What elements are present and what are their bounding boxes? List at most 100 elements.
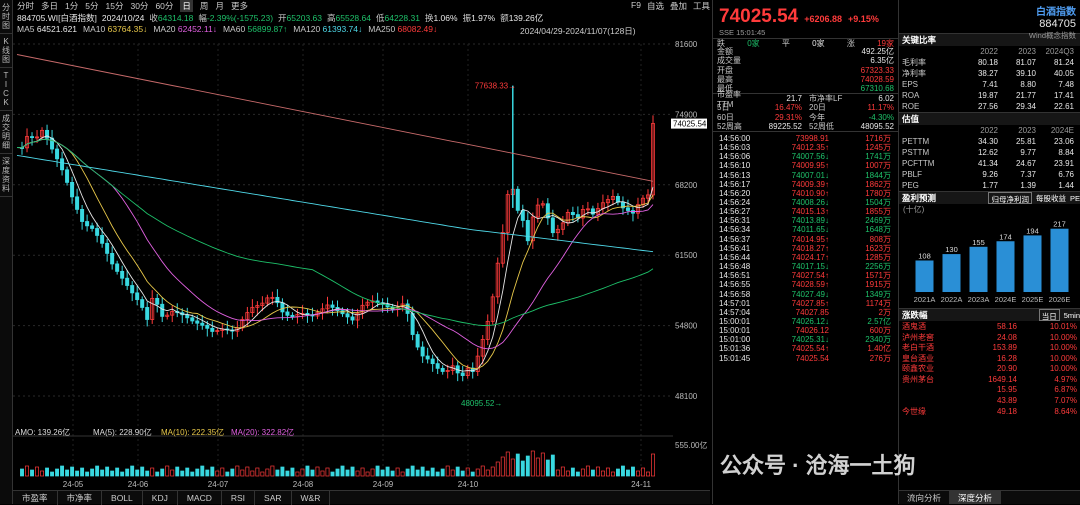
mover-row[interactable]: 老白干酒 153.89 10.00% xyxy=(902,343,1077,353)
mover-row[interactable]: 泸州老窖 24.08 10.00% xyxy=(902,332,1077,342)
profit-tab-2[interactable]: PE xyxy=(1069,194,1080,203)
mover-row[interactable]: 43.89 7.07% xyxy=(996,395,1077,405)
mover-row[interactable]: 颐鑫农业 20.90 10.00% xyxy=(902,364,1077,374)
volume-bar xyxy=(480,465,485,477)
candle-body xyxy=(35,136,40,139)
period-tab-4[interactable]: 15分 xyxy=(105,1,124,11)
quote-stat: 金额 492.25亿 xyxy=(717,47,894,57)
volume-bar xyxy=(430,467,435,477)
tick-row: 14:56:24 74008.26↓ 1504万 xyxy=(719,197,891,207)
quote-stat: 最高 74028.59 xyxy=(717,74,894,84)
volume-bar xyxy=(390,470,395,477)
foot-tab-1[interactable]: 深度分析 xyxy=(950,491,1002,504)
indicator-tab-6[interactable]: SAR xyxy=(255,490,292,505)
kline-chart[interactable]: 81600 74900 68200 61500 54800 48100 24-05 24-06… xyxy=(13,36,710,490)
date-range: 2024/04/29-2024/11/07(128日) xyxy=(520,26,636,36)
volume-bar xyxy=(555,469,560,477)
period-tab-3[interactable]: 5分 xyxy=(85,1,99,11)
profit-category-label: 2023A xyxy=(968,295,990,304)
price-change: +6206.88 xyxy=(804,14,843,24)
perf-row: 市盈率TTM 21.7 市净率LF 6.02 xyxy=(717,89,894,109)
candle-body xyxy=(145,307,150,320)
volume-bar xyxy=(575,471,580,477)
indicator-tab-2[interactable]: BOLL xyxy=(102,490,143,505)
volume-bar xyxy=(85,471,90,477)
ratio-row: ROE 27.56 29.34 22.61 xyxy=(902,102,1074,111)
period-tab-2[interactable]: 1分 xyxy=(65,1,79,11)
candle-body xyxy=(530,216,535,242)
volume-bar xyxy=(440,468,445,477)
mover-row[interactable]: 皇台酒业 16.28 10.00% xyxy=(902,353,1077,363)
mover-row[interactable]: 今世缘 49.18 8.64% xyxy=(902,406,1077,416)
mover-row[interactable]: 15.95 6.87% xyxy=(996,385,1077,395)
profit-category-label: 2021A xyxy=(914,295,936,304)
movers-tab-0[interactable]: 当日 xyxy=(1038,309,1060,321)
profit-bar xyxy=(969,246,988,292)
toolbar-action-3[interactable]: 工具 xyxy=(692,1,710,11)
period-tab-10[interactable]: 更多 xyxy=(230,1,248,11)
volume-bar xyxy=(545,459,550,477)
price-axis-label: 81600 xyxy=(675,40,698,49)
volume-bar xyxy=(75,470,80,477)
toolbar-action-1[interactable]: 自选 xyxy=(646,1,664,11)
exchange-time: SSE 15:01:45 xyxy=(719,28,766,37)
date-axis-label: 24-11 xyxy=(631,480,651,489)
tick-row: 14:56:27 74015.13↑ 1855万 xyxy=(719,207,891,217)
period-tab-9[interactable]: 月 xyxy=(215,1,224,11)
candle-body xyxy=(245,312,250,320)
candle-body xyxy=(205,324,210,329)
profit-tab-1[interactable]: 每股收益 xyxy=(1035,194,1066,203)
indicator-tab-7[interactable]: W&R xyxy=(292,490,331,505)
ratio-row: 净利率 38.27 39.10 40.05 xyxy=(902,69,1074,78)
volume-bar xyxy=(100,469,105,477)
period-tab-6[interactable]: 60分 xyxy=(155,1,174,11)
candle-body xyxy=(465,367,470,376)
period-tab-1[interactable]: 多日 xyxy=(41,1,59,11)
volume-bar xyxy=(255,467,260,477)
index-code: 884705.WI[白酒指数] xyxy=(17,12,97,23)
candle-body xyxy=(80,209,85,222)
volume-axis-label: 555.00亿 xyxy=(675,440,707,450)
left-tab-3[interactable]: 成交明细 xyxy=(0,111,12,154)
candle-body xyxy=(615,195,620,203)
candle-body xyxy=(160,303,165,317)
profit-value-label: 130 xyxy=(945,245,958,254)
indicator-tab-1[interactable]: 市净率 xyxy=(58,490,103,505)
candle-body xyxy=(410,313,415,335)
left-tab-0[interactable]: 分时图 xyxy=(0,0,12,34)
last-price-tag: 74025.54 xyxy=(673,120,707,129)
period-tab-8[interactable]: 周 xyxy=(199,1,209,11)
profit-tab-0[interactable]: 归母净利润 xyxy=(988,192,1032,204)
left-tab-4[interactable]: 深度资料 xyxy=(0,154,12,197)
index-name[interactable]: 白酒指数 xyxy=(1036,7,1076,18)
volume-bar xyxy=(330,471,335,477)
volume-bar xyxy=(45,467,49,477)
amo-ma10: MA(10): 222.35亿 xyxy=(161,427,224,437)
mover-row[interactable]: 酒鬼酒 58.16 10.01% xyxy=(902,322,1077,331)
mover-row[interactable]: 贵州茅台 1649.14 4.97% xyxy=(902,374,1077,384)
candle-body xyxy=(490,296,495,322)
profit-value-label: 155 xyxy=(972,238,985,247)
price-axis-label: 74900 xyxy=(675,110,698,119)
period-tab-7[interactable]: 日 xyxy=(180,0,193,12)
volume-bar xyxy=(30,469,34,477)
profit-forecast-chart: 108 2021A 130 2022A 155 2023A 174 2024E 194 2025E… xyxy=(914,220,1071,304)
foot-tab-0[interactable]: 流向分析 xyxy=(899,491,951,504)
candle-body xyxy=(25,136,30,149)
indicator-tab-0[interactable]: 市盈率 xyxy=(13,490,58,505)
indicator-tab-3[interactable]: KDJ xyxy=(143,490,178,505)
period-tab-5[interactable]: 30分 xyxy=(130,1,149,11)
indicator-tab-5[interactable]: RSI xyxy=(222,490,256,505)
period-tab-0[interactable]: 分时 xyxy=(17,1,35,11)
valuation-row: PSTTM 12.62 9.77 8.84 xyxy=(902,148,1074,157)
date-axis-label: 24-06 xyxy=(128,480,149,489)
toolbar-action-0[interactable]: F9 xyxy=(631,0,641,10)
indicator-tab-4[interactable]: MACD xyxy=(178,490,222,505)
bar-turnover: 1.06% xyxy=(433,12,458,23)
bar-high: 65528.64 xyxy=(335,12,371,23)
volume-bar xyxy=(80,467,85,477)
movers-tab-1[interactable]: 5min xyxy=(1063,311,1080,320)
toolbar-action-2[interactable]: 叠加 xyxy=(669,1,687,11)
